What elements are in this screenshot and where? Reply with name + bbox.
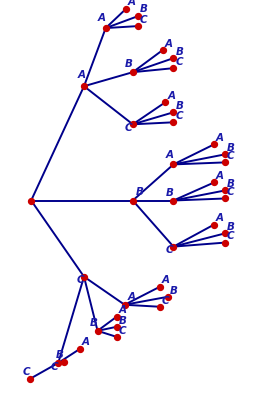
Point — [104, 25, 108, 31]
Text: B: B — [136, 187, 143, 197]
Text: C: C — [162, 296, 169, 306]
Point — [223, 239, 227, 246]
Point — [212, 221, 216, 228]
Text: B: B — [170, 286, 178, 296]
Text: C: C — [227, 151, 234, 161]
Text: C: C — [118, 326, 126, 336]
Text: A: A — [77, 70, 85, 80]
Text: A: A — [127, 292, 136, 302]
Point — [95, 328, 100, 334]
Point — [163, 99, 167, 105]
Point — [122, 302, 127, 308]
Point — [171, 243, 176, 250]
Text: A: A — [216, 171, 224, 181]
Text: B: B — [118, 316, 126, 326]
Point — [136, 23, 140, 29]
Text: B: B — [227, 222, 235, 232]
Point — [223, 187, 227, 194]
Point — [136, 13, 140, 19]
Text: C: C — [175, 111, 183, 121]
Point — [171, 109, 176, 115]
Point — [82, 273, 86, 280]
Point — [171, 55, 176, 61]
Point — [166, 294, 170, 300]
Text: C: C — [50, 362, 58, 372]
Point — [82, 83, 86, 89]
Point — [212, 141, 216, 148]
Point — [131, 197, 135, 204]
Text: A: A — [162, 275, 170, 285]
Text: C: C — [76, 275, 84, 285]
Text: A: A — [216, 213, 224, 223]
Text: B: B — [227, 143, 235, 153]
Text: C: C — [22, 367, 30, 377]
Point — [171, 197, 176, 204]
Point — [158, 304, 162, 310]
Text: B: B — [140, 4, 148, 14]
Text: C: C — [165, 245, 173, 255]
Text: C: C — [140, 15, 148, 25]
Text: B: B — [227, 179, 235, 189]
Point — [114, 334, 119, 340]
Text: B: B — [90, 318, 98, 328]
Point — [114, 324, 119, 330]
Point — [223, 159, 227, 166]
Point — [131, 69, 135, 75]
Text: A: A — [216, 133, 224, 143]
Point — [160, 47, 165, 53]
Text: B: B — [56, 350, 64, 360]
Text: B: B — [125, 59, 133, 69]
Text: A: A — [128, 0, 136, 7]
Text: C: C — [175, 57, 183, 67]
Text: A: A — [166, 150, 174, 160]
Point — [131, 121, 135, 128]
Text: B: B — [175, 47, 183, 57]
Text: A: A — [167, 91, 175, 101]
Text: A: A — [98, 13, 106, 23]
Text: C: C — [227, 231, 234, 241]
Point — [212, 179, 216, 186]
Text: B: B — [175, 101, 183, 111]
Point — [29, 197, 33, 204]
Point — [114, 314, 119, 320]
Text: C: C — [125, 123, 132, 133]
Point — [124, 6, 128, 12]
Text: C: C — [227, 187, 234, 197]
Point — [171, 119, 176, 126]
Text: A: A — [164, 38, 173, 49]
Point — [158, 284, 162, 290]
Point — [171, 65, 176, 71]
Point — [56, 360, 60, 366]
Point — [62, 358, 66, 365]
Text: A: A — [118, 305, 127, 315]
Point — [223, 230, 227, 237]
Point — [28, 376, 32, 382]
Point — [78, 346, 82, 352]
Text: A: A — [82, 337, 90, 347]
Point — [223, 151, 227, 158]
Point — [171, 161, 176, 168]
Text: B: B — [166, 188, 174, 198]
Point — [223, 195, 227, 202]
